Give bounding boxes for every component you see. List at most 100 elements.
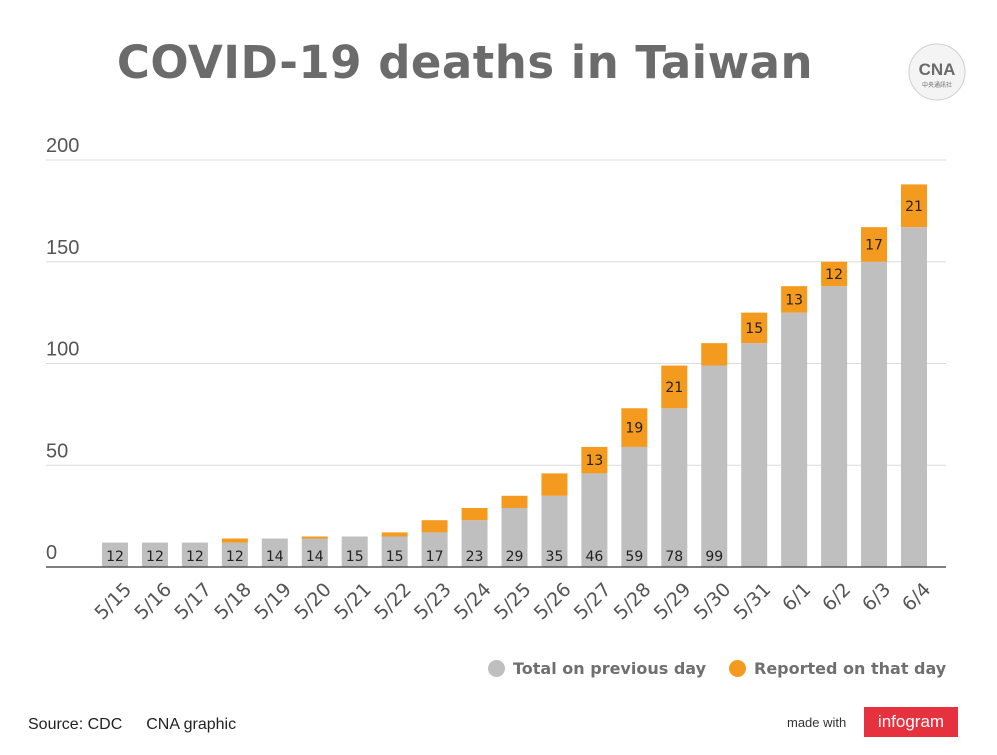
y-tick-label: 0 [46,542,57,564]
bar-reported-that-day [741,312,768,344]
bar-total-previous-day [861,261,888,567]
bar-total-previous-day [421,532,448,567]
bar-reported-that-day [581,446,608,474]
data-label-total: 12 [226,549,244,565]
bar-total-previous-day [821,286,848,567]
bar-total-previous-day [301,538,328,567]
data-label-total: 35 [546,549,564,565]
bar-reported-that-day [661,365,688,409]
data-label-total: 46 [585,549,603,565]
data-label-reported: 19 [625,421,643,437]
x-tick-label: 5/17 [170,579,216,625]
x-tick-label: 5/15 [90,579,136,625]
y-tick-label: 200 [46,135,79,157]
x-tick-label: 5/19 [250,579,296,625]
x-tick-label: 5/28 [610,579,656,625]
x-tick-label: 6/1 [778,579,815,616]
bar-total-previous-day [461,520,488,567]
credit-text: CNA graphic [146,716,237,733]
data-label-total: 12 [146,549,164,565]
made-with-text: made with [787,715,847,730]
data-label-reported: 21 [905,199,923,215]
data-label-total: 99 [705,549,723,565]
y-tick-label: 100 [46,339,79,361]
x-tick-label: 6/4 [898,579,935,616]
infogram-logo[interactable]: infogram [864,707,958,737]
x-tick-label: 5/25 [490,579,536,625]
bar-total-previous-day [701,365,728,567]
bar-reported-that-day [421,520,448,533]
bar-total-previous-day [781,312,808,567]
bar-total-previous-day [541,495,568,567]
data-label-total: 17 [426,549,444,565]
data-label-reported: 13 [585,453,603,469]
bar-total-previous-day [341,536,368,567]
bar-total-previous-day [581,473,608,567]
data-label-total: 15 [386,549,404,565]
bar-reported-that-day [541,473,568,496]
bar-reported-that-day [301,536,328,539]
bar-total-previous-day [221,542,248,567]
bar-reported-that-day [821,261,848,287]
data-label-total: 23 [466,549,484,565]
x-tick-label: 5/22 [370,579,416,625]
chart-title: COVID-19 deaths in Taiwan [116,36,814,89]
data-label-reported: 13 [785,292,803,308]
bar-reported-that-day [901,184,927,228]
bar-reported-that-day [221,538,248,543]
bar-total-previous-day [181,542,208,567]
bar-total-previous-day [901,227,927,567]
bar-total-previous-day [501,507,528,567]
bar-total-previous-day [141,542,168,567]
data-label-total: 15 [346,549,364,565]
data-label-reported: 12 [825,267,843,283]
data-label-reported: 15 [745,321,763,337]
x-tick-label: 5/16 [130,579,176,625]
bar-total-previous-day [261,538,288,567]
x-tick-label: 5/20 [290,579,336,625]
data-label-total: 59 [625,549,643,565]
bar-total-previous-day [621,446,648,567]
legend-label-reported: Reported on that day [754,659,947,678]
legend-item-total: Total on previous day [488,659,706,678]
x-tick-label: 5/18 [210,579,256,625]
bar-reported-that-day [781,286,808,313]
data-label-total: 12 [186,549,204,565]
data-label-total: 12 [106,549,124,565]
stacked-bar-chart: 0 50 100 150 200 12 5/15 12 5/16 12 5/17 12 5/18 14 5/… [46,135,946,625]
data-label-total: 14 [306,549,324,565]
bar-total-previous-day [661,408,688,567]
logo-text: CNA [919,60,956,79]
x-tick-label: 5/27 [570,579,616,625]
x-tick-label: 5/23 [410,579,456,625]
x-tick-label: 5/31 [730,579,776,625]
bar-total-previous-day [102,542,128,567]
logo-subtext: 中央通訊社 [922,81,952,89]
legend-item-reported: Reported on that day [729,659,946,678]
x-tick-label: 5/30 [690,579,736,625]
data-label-reported: 21 [665,380,683,396]
bar-reported-that-day [621,408,648,447]
bar-reported-that-day [701,343,728,366]
bar-reported-that-day [381,532,408,537]
x-tick-label: 5/24 [450,579,496,625]
data-label-total: 78 [665,549,683,565]
x-tick-label: 6/2 [818,579,855,616]
legend-label-total: Total on previous day [513,659,707,678]
data-label-total: 29 [506,549,524,565]
legend-swatch-total [488,660,505,677]
legend-swatch-reported [729,660,746,677]
y-tick-label: 150 [46,237,79,259]
data-label-reported: 17 [865,237,883,253]
bar-total-previous-day [381,536,408,567]
source-text: Source: CDC [28,716,123,733]
bar-reported-that-day [861,227,888,262]
cna-logo-icon: CNA 中央通訊社 [908,43,966,101]
bar-reported-that-day [461,507,488,521]
bar-total-previous-day [741,343,768,567]
data-label-total: 14 [266,549,284,565]
x-tick-label: 5/29 [650,579,696,625]
x-tick-label: 5/26 [530,579,576,625]
x-tick-label: 5/21 [330,579,376,625]
x-tick-label: 6/3 [858,579,895,616]
